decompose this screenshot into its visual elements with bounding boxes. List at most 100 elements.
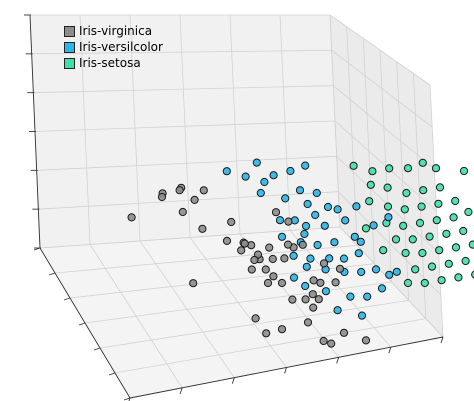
point-setosa (461, 256, 470, 266)
y-tick (284, 367, 287, 374)
grid-line (31, 49, 332, 55)
legend-item-virginica: Iris-virginica (64, 23, 163, 39)
point-versicolor (369, 221, 378, 230)
point-virginica (361, 336, 371, 345)
y-tick (128, 397, 131, 401)
point-setosa (361, 224, 371, 233)
point-setosa (442, 229, 451, 238)
point-virginica (262, 329, 271, 338)
point-setosa (419, 186, 428, 195)
point-setosa (425, 232, 434, 241)
point-versicolor (301, 281, 310, 291)
point-virginica (283, 240, 293, 249)
grid-line (429, 84, 444, 338)
point-versicolor (346, 292, 355, 301)
point-setosa (379, 246, 388, 255)
point-virginica (316, 278, 325, 287)
point-versicolor (333, 205, 342, 214)
point-virginica (335, 264, 345, 273)
point-setosa (420, 278, 429, 288)
point-setosa (454, 273, 463, 282)
x-tick (63, 297, 71, 301)
point-versicolor (281, 194, 290, 203)
point-setosa (408, 235, 417, 244)
point-versicolor (289, 273, 299, 282)
point-versicolor (333, 306, 342, 315)
legend-swatch-versicolor (64, 41, 75, 53)
point-setosa (349, 161, 358, 170)
point-versicolor (222, 167, 231, 176)
point-setosa (401, 248, 410, 258)
point-virginica (319, 259, 329, 268)
point-virginica (198, 224, 207, 233)
point-versicolor (302, 262, 311, 271)
point-setosa (399, 221, 408, 230)
point-versicolor (384, 213, 393, 222)
point-setosa (449, 213, 458, 222)
x-tick (108, 372, 116, 376)
x-tick (93, 347, 101, 351)
point-setosa (451, 243, 461, 252)
point-setosa (400, 205, 409, 214)
point-setosa (366, 180, 375, 189)
point-virginica (261, 265, 270, 274)
grid-line (339, 226, 444, 338)
point-virginica (265, 243, 274, 252)
point-virginica (308, 290, 317, 299)
y-tick (231, 377, 235, 384)
x-tick (78, 322, 86, 326)
point-versicolor (252, 158, 261, 167)
point-virginica (240, 239, 249, 248)
point-versicolor (363, 292, 372, 301)
point-versicolor (269, 171, 278, 180)
y-tick (336, 357, 340, 364)
point-virginica (303, 318, 313, 327)
point-virginica (175, 186, 184, 195)
point-versicolor (275, 216, 285, 225)
legend-swatch-virginica (64, 25, 75, 37)
point-versicolor (357, 311, 367, 320)
point-versicolor (339, 254, 349, 263)
point-versicolor (321, 287, 331, 296)
point-setosa (418, 248, 427, 258)
point-virginica (127, 213, 136, 222)
point-virginica (314, 295, 323, 304)
point-setosa (391, 235, 401, 244)
point-virginica (222, 236, 232, 245)
point-versicolor (300, 229, 309, 239)
point-virginica (189, 279, 198, 288)
point-virginica (327, 339, 336, 348)
point-virginica (237, 246, 246, 255)
point-setosa (403, 164, 413, 173)
point-setosa (415, 218, 425, 228)
y-tick (388, 347, 392, 354)
point-setosa (385, 164, 394, 173)
point-setosa (435, 246, 444, 255)
point-versicolor (289, 251, 298, 260)
point-versicolor (301, 161, 310, 170)
point-versicolor (323, 202, 333, 212)
point-virginica (178, 207, 187, 217)
legend-item-setosa: Iris-setosa (64, 55, 163, 71)
point-versicolor (371, 265, 381, 274)
point-setosa (383, 202, 393, 211)
point-virginica (157, 192, 167, 202)
point-versicolor (306, 254, 315, 263)
point-setosa (403, 278, 413, 288)
point-setosa (368, 167, 377, 176)
grid-line (331, 50, 433, 128)
point-virginica (268, 254, 277, 264)
point-setosa (459, 166, 469, 176)
point-versicolor (385, 270, 394, 279)
point-versicolor (260, 177, 269, 187)
point-versicolor (301, 221, 311, 231)
point-versicolor (303, 199, 312, 209)
point-setosa (471, 270, 474, 279)
point-setosa (411, 265, 420, 274)
point-versicolor (313, 240, 322, 250)
y-tick (440, 336, 444, 344)
point-virginica (284, 217, 293, 226)
point-virginica (199, 186, 208, 195)
point-setosa (365, 197, 374, 206)
